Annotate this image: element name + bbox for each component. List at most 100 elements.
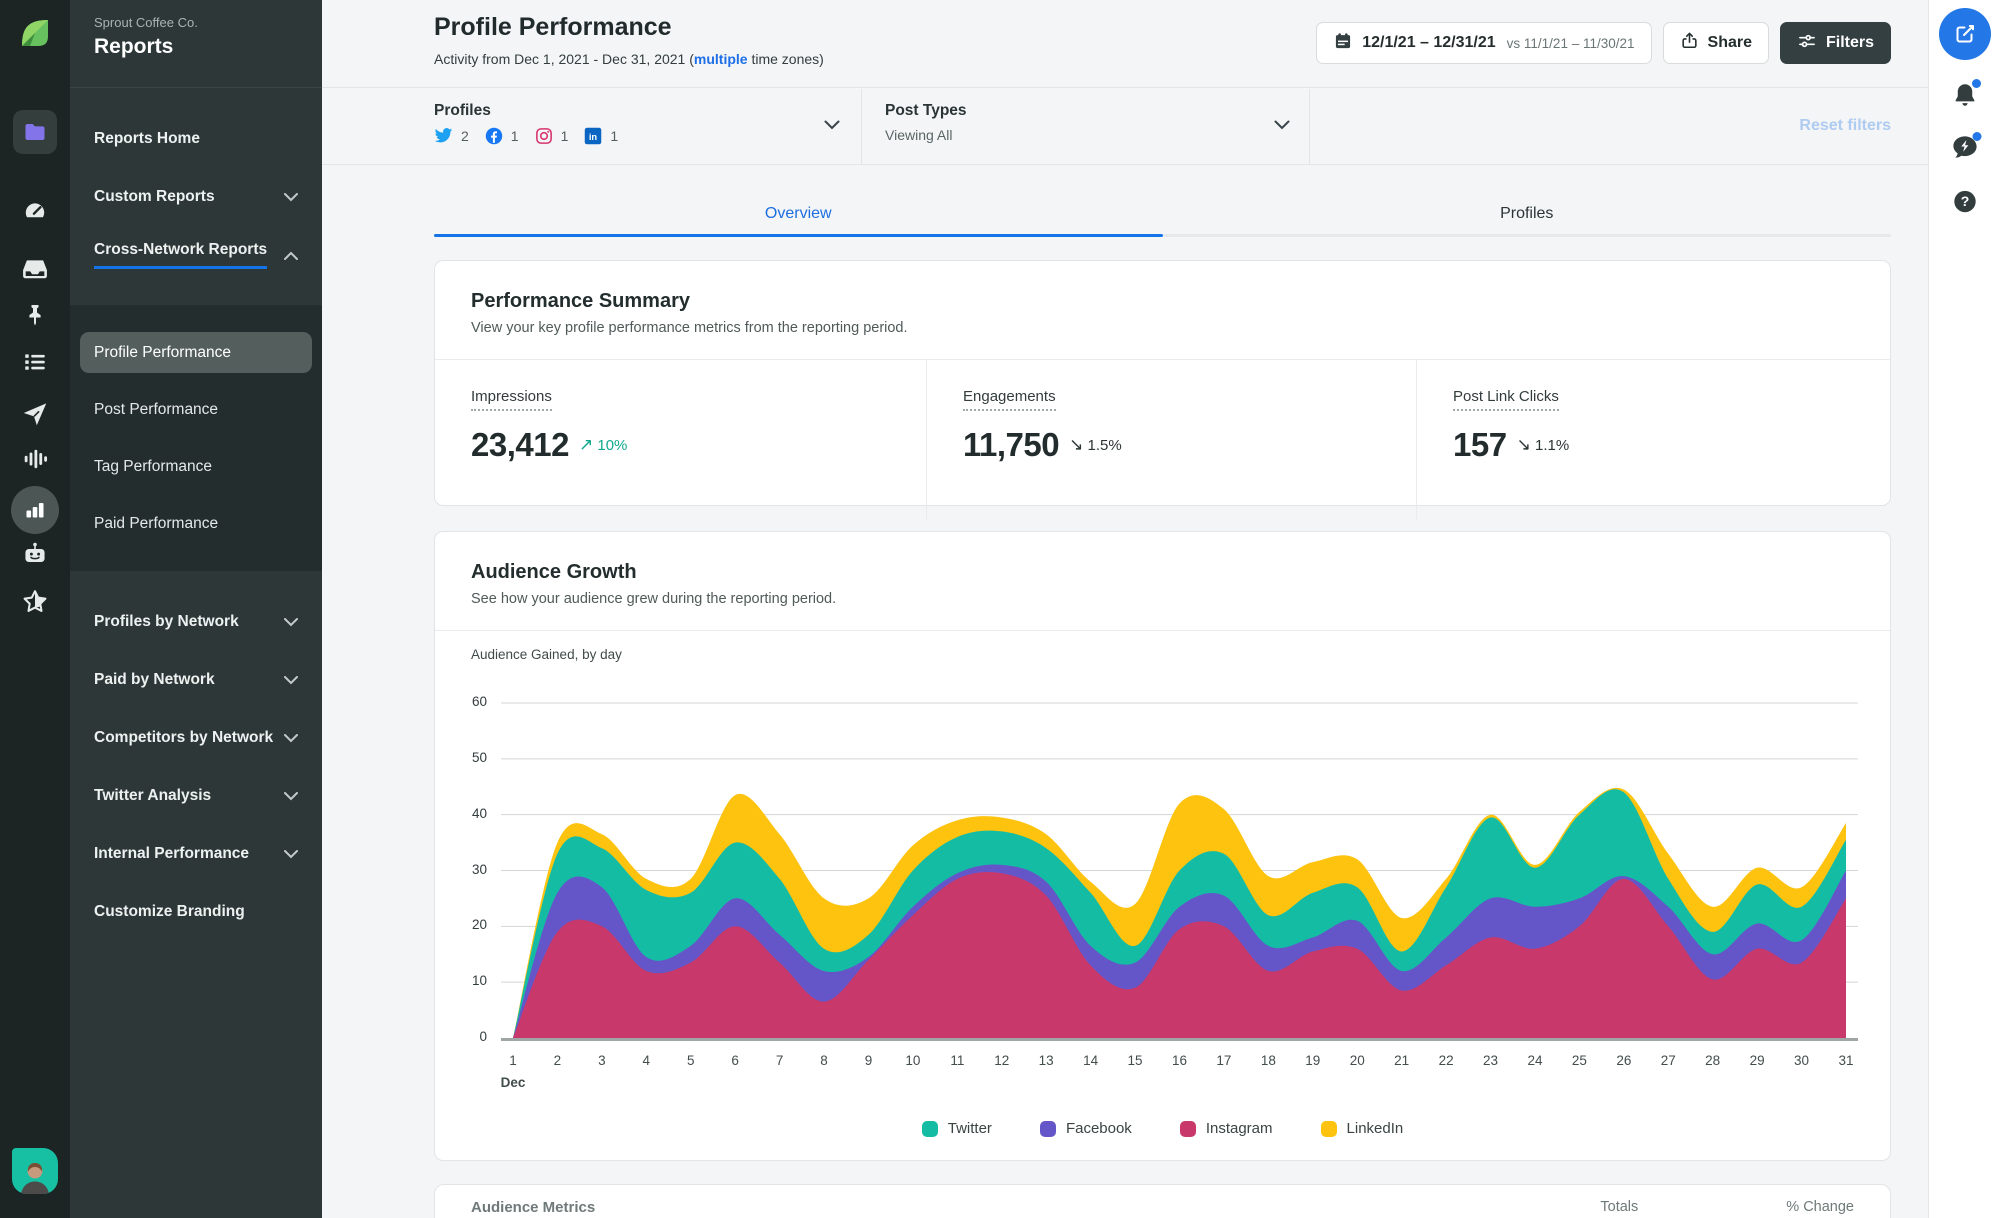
facebook-profile-count: 1 <box>510 128 519 144</box>
sidebar-item-twitter-analysis[interactable]: Twitter Analysis <box>70 767 322 825</box>
post-types-filter[interactable]: Post Types Viewing All <box>885 102 967 143</box>
filter-divider <box>861 89 862 165</box>
x-tick-26: 26 <box>1616 1053 1632 1068</box>
linkedin-profile-count: 1 <box>610 128 619 144</box>
x-tick-14: 14 <box>1083 1053 1099 1068</box>
sidebar-item-cross-network-reports[interactable]: Cross-Network Reports <box>70 226 322 284</box>
svg-text:in: in <box>589 132 598 142</box>
sidebar-item-label: Internal Performance <box>94 845 250 862</box>
chart-label: Audience Gained, by day <box>471 647 622 662</box>
reset-filters-button[interactable]: Reset filters <box>1799 117 1891 134</box>
pin-icon[interactable] <box>23 303 47 327</box>
metric-label[interactable]: Post Link Clicks <box>1453 388 1559 411</box>
sidebar-item-customize-branding[interactable]: Customize Branding <box>70 883 322 941</box>
filter-bar: Profiles 2 1 1 in 1 Post Types Viewing All R… <box>322 89 1928 165</box>
sidebar-item-competitors-by-network[interactable]: Competitors by Network <box>70 709 322 767</box>
paper-plane-icon[interactable] <box>22 400 49 427</box>
x-tick-25: 25 <box>1571 1053 1587 1068</box>
multiple-timezones-link[interactable]: multiple <box>693 51 748 67</box>
x-tick-22: 22 <box>1438 1053 1454 1068</box>
waveform-icon[interactable] <box>22 446 48 472</box>
x-tick-24: 24 <box>1527 1053 1543 1068</box>
metric-value: 11,750 <box>963 426 1060 463</box>
x-tick-2: 2 <box>553 1053 562 1068</box>
performance-summary-card: Performance Summary View your key profil… <box>434 260 1891 519</box>
report-tabs: Overview Profiles <box>434 190 1891 237</box>
legend-item-instagram[interactable]: Instagram <box>1179 1120 1273 1137</box>
legend-item-linkedin[interactable]: LinkedIn <box>1320 1120 1403 1137</box>
sidebar-item-label: Competitors by Network <box>94 729 274 746</box>
sidebar-item-reports-home[interactable]: Reports Home <box>70 110 322 168</box>
legend-item-twitter[interactable]: Twitter <box>921 1120 992 1137</box>
profiles-filter-label: Profiles <box>434 102 491 119</box>
area-series-instagram <box>513 871 1846 1038</box>
sidebar-item-label: Paid by Network <box>94 671 215 688</box>
tab-profiles[interactable]: Profiles <box>1162 190 1891 237</box>
legend-swatch <box>921 1120 938 1137</box>
metric-delta: ↘ 1.1% <box>1516 435 1570 454</box>
post-types-filter-label: Post Types <box>885 102 967 119</box>
trend-down-icon: ↘ <box>1516 435 1531 454</box>
folder-icon[interactable] <box>13 110 57 154</box>
y-tick-20: 20 <box>471 917 487 933</box>
notifications-bell-icon[interactable] <box>1951 79 1981 115</box>
facebook-network-icon: 1 <box>485 127 526 145</box>
performance-summary-title: Performance Summary <box>471 290 690 312</box>
metric-value: 157 <box>1453 426 1507 463</box>
x-tick-7: 7 <box>775 1053 784 1068</box>
gauge-icon[interactable] <box>22 198 48 224</box>
sidebar-item-internal-performance[interactable]: Internal Performance <box>70 825 322 883</box>
compare-range-label: vs 11/1/21 – 11/30/21 <box>1506 35 1635 51</box>
x-tick-6: 6 <box>731 1053 739 1068</box>
help-question-icon[interactable]: ? <box>1951 188 1978 220</box>
compose-button[interactable] <box>1938 8 1991 60</box>
sidebar-item-profiles-by-network[interactable]: Profiles by Network <box>70 593 322 651</box>
sidebar-item-paid-by-network[interactable]: Paid by Network <box>70 651 322 709</box>
filters-button[interactable]: Filters <box>1779 22 1891 64</box>
list-icon[interactable] <box>22 349 48 375</box>
messages-bubble-icon[interactable] <box>1950 132 1981 167</box>
sprout-logo-icon[interactable] <box>14 12 56 54</box>
metric-engagements: Engagements 11,750 ↘ 1.5% <box>926 360 1416 519</box>
tab-underline <box>434 234 1163 237</box>
x-tick-1: 1 <box>509 1053 517 1068</box>
audience-growth-chart[interactable] <box>501 698 1858 1044</box>
post-types-chevron-down-icon[interactable] <box>1274 117 1290 135</box>
metric-label[interactable]: Engagements <box>963 388 1056 411</box>
x-tick-16: 16 <box>1171 1053 1188 1068</box>
legend-swatch <box>1179 1120 1196 1137</box>
sidebar-item-profile-performance[interactable]: Profile Performance <box>80 332 312 373</box>
profiles-chevron-down-icon[interactable] <box>824 117 840 135</box>
date-range-button[interactable]: 12/1/21 – 12/31/21 vs 11/1/21 – 11/30/21 <box>1316 22 1652 64</box>
y-tick-0: 0 <box>479 1029 487 1044</box>
main-content: Profile Performance Activity from Dec 1,… <box>322 0 1928 1218</box>
user-avatar[interactable] <box>12 1148 58 1194</box>
x-tick-17: 17 <box>1216 1053 1232 1068</box>
header-actions: 12/1/21 – 12/31/21 vs 11/1/21 – 11/30/21… <box>1316 22 1891 64</box>
sidebar-header: Sprout Coffee Co. Reports <box>70 0 322 88</box>
inbox-icon[interactable] <box>22 256 48 282</box>
sidebar-item-custom-reports[interactable]: Custom Reports <box>70 168 322 226</box>
sidebar-item-label: Custom Reports <box>94 188 215 205</box>
instagram-profile-count: 1 <box>560 128 569 144</box>
filters-label: Filters <box>1825 34 1874 51</box>
tab-overview[interactable]: Overview <box>434 190 1163 237</box>
star-icon[interactable] <box>22 588 49 615</box>
metric-label[interactable]: Impressions <box>471 388 552 411</box>
share-button[interactable]: Share <box>1662 22 1769 64</box>
sidebar-item-post-performance[interactable]: Post Performance <box>80 381 312 438</box>
legend-item-facebook[interactable]: Facebook <box>1039 1120 1132 1137</box>
x-tick-19: 19 <box>1305 1053 1321 1068</box>
filters-icon <box>1797 31 1817 56</box>
bar-chart-icon[interactable] <box>11 486 59 534</box>
sidebar-item-tag-performance[interactable]: Tag Performance <box>80 438 312 495</box>
profiles-network-counts: 2 1 1 in 1 <box>434 127 625 145</box>
sidebar-item-paid-performance[interactable]: Paid Performance <box>80 495 312 552</box>
bot-icon[interactable] <box>22 540 49 567</box>
audience-growth-title: Audience Growth <box>471 561 637 583</box>
sidebar-item-label: Twitter Analysis <box>94 787 212 804</box>
totals-column-header: Totals <box>1600 1199 1639 1215</box>
legend-label: Twitter <box>947 1120 992 1137</box>
profiles-filter[interactable]: Profiles 2 1 1 in 1 <box>434 102 625 145</box>
sidebar-item-label: Post Performance <box>94 400 219 418</box>
